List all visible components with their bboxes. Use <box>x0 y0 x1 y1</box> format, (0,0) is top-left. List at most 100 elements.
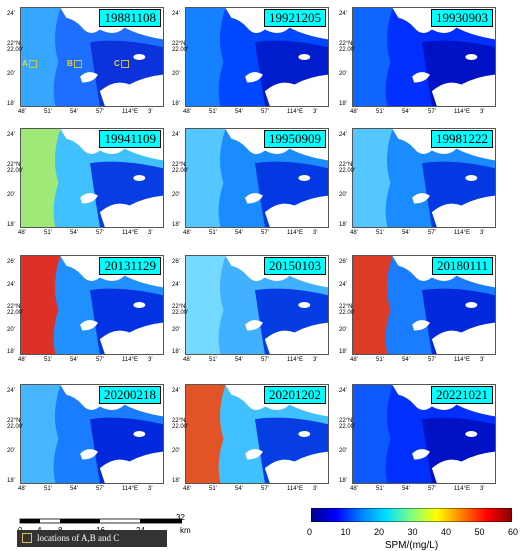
lon-tick: 54' <box>402 230 410 236</box>
lon-tick: 3' <box>148 230 153 236</box>
map-panel: 20131129 26' 24' 22°N 22.00' 20' 18' 48' 51' 54'… <box>7 253 165 363</box>
lat-tick: 22°N 22.00' <box>172 41 189 53</box>
lat-tick: 20' <box>172 192 180 198</box>
map-graphic <box>21 8 163 106</box>
lat-tick: 22°N 22.00' <box>7 418 24 430</box>
lon-tick: 114°E <box>454 486 470 492</box>
lon-tick: 114°E <box>122 230 138 236</box>
colorbar-tick-30: 30 <box>407 527 418 537</box>
lon-tick: 48' <box>350 230 358 236</box>
lon-tick: 54' <box>402 109 410 115</box>
lon-tick: 48' <box>183 230 191 236</box>
lon-tick: 51' <box>376 230 384 236</box>
lon-tick: 3' <box>148 486 153 492</box>
lon-tick: 114°E <box>287 230 303 236</box>
map-panel: 19981222 24' 22°N 22.00' 20' 18' 48' 51' 54' 57'… <box>339 126 497 236</box>
lat-tick: 24' <box>172 11 180 17</box>
lat-tick: 20' <box>7 448 15 454</box>
colorbar-tick-20: 20 <box>374 527 385 537</box>
lat-tick: 22°N 22.00' <box>339 162 356 174</box>
lat-tick: 20' <box>172 71 180 77</box>
lat-tick: 24' <box>7 11 15 17</box>
lon-tick: 57' <box>96 109 104 115</box>
lat-tick: 24' <box>339 11 347 17</box>
site-box-2 <box>121 60 129 68</box>
lat-tick: 24' <box>172 132 180 138</box>
date-label: 20131129 <box>99 257 161 275</box>
map-panel-grid: 19881108 24' 22°N 22.00' 20' 18' 48' 51' 54' 57'… <box>7 5 497 492</box>
map-panel: 20180111 26' 24' 22°N 22.00' 20' 18' 48' 51' 54'… <box>339 253 497 363</box>
lat-tick: 24' <box>7 132 15 138</box>
map-panel: 19941109 24' 22°N 22.00' 20' 18' 48' 51' 54' 57'… <box>7 126 165 236</box>
colorbar-label: SPM/(mg/L) <box>384 540 439 551</box>
lat-tick: 22°N 22.00' <box>339 418 356 430</box>
lon-tick: 51' <box>44 486 52 492</box>
lon-tick: 51' <box>44 230 52 236</box>
site-label: B <box>67 59 73 68</box>
lon-tick: 54' <box>402 486 410 492</box>
map-panel: 19921205 24' 22°N 22.00' 20' 18' 48' 51' 54' 57'… <box>172 5 330 115</box>
scale-tick-32: 32 <box>176 513 185 522</box>
lat-tick: 22°N 22.00' <box>7 41 24 53</box>
lon-tick: 48' <box>350 486 358 492</box>
date-label: 20221021 <box>431 386 493 404</box>
lon-tick: 114°E <box>287 357 303 363</box>
lon-tick: 3' <box>313 357 318 363</box>
colorbar-tick-0: 0 <box>307 527 313 537</box>
lon-tick: 3' <box>480 486 485 492</box>
colorbar-ticks: 0 10 20 30 40 50 60 <box>307 527 518 539</box>
lon-tick: 3' <box>480 357 485 363</box>
lon-tick: 3' <box>480 109 485 115</box>
lon-tick: 51' <box>44 109 52 115</box>
lat-tick: 20' <box>339 71 347 77</box>
lat-tick: 24' <box>7 281 15 288</box>
lon-tick: 48' <box>18 109 26 115</box>
lon-tick: 114°E <box>454 109 470 115</box>
lon-tick: 114°E <box>287 109 303 115</box>
date-label: 20180111 <box>431 257 493 275</box>
lat-tick: 18' <box>172 478 180 484</box>
lat-tick: 22°N 22.00' <box>172 418 189 430</box>
lon-tick: 54' <box>235 230 243 236</box>
lon-tick: 114°E <box>122 357 138 363</box>
lon-tick: 48' <box>18 486 26 492</box>
lat-tick: 18' <box>7 478 15 484</box>
lon-tick: 48' <box>18 230 26 236</box>
lat-tick: 20' <box>172 448 180 454</box>
colorbar-tick-10: 10 <box>340 527 351 537</box>
lat-tick: 24' <box>172 281 180 288</box>
lat-tick: 24' <box>7 388 15 394</box>
lon-tick: 57' <box>96 230 104 236</box>
lon-tick: 51' <box>209 109 217 115</box>
lon-tick: 48' <box>183 109 191 115</box>
map-panel: 20221021 24' 22°N 22.00' 20' 18' 48' 51' 54' 57'… <box>339 382 497 492</box>
lon-tick: 54' <box>70 486 78 492</box>
lon-tick: 54' <box>402 357 410 363</box>
lat-tick: 20' <box>172 326 180 333</box>
lon-tick: 51' <box>209 357 217 363</box>
sites-legend: locations of A,B and C <box>17 530 167 547</box>
spm-map <box>20 7 164 107</box>
lon-tick: 3' <box>313 486 318 492</box>
lat-tick: 22°N 22.00' <box>339 304 356 316</box>
lat-tick: 22°N 22.00' <box>7 304 24 316</box>
lon-tick: 54' <box>235 486 243 492</box>
lat-tick: 18' <box>172 349 180 355</box>
lon-tick: 54' <box>235 357 243 363</box>
lon-tick: 57' <box>261 230 269 236</box>
lon-tick: 48' <box>18 357 26 363</box>
lon-tick: 54' <box>70 357 78 363</box>
lat-tick: 26' <box>172 259 180 265</box>
lat-tick: 24' <box>339 132 347 138</box>
spm-map <box>185 255 329 355</box>
site-box-1 <box>74 60 82 68</box>
date-label: 19981222 <box>431 130 493 148</box>
lon-tick: 51' <box>376 357 384 363</box>
lat-tick: 18' <box>339 101 347 107</box>
lon-tick: 57' <box>428 357 436 363</box>
map-graphic <box>186 256 328 354</box>
site-label: A <box>22 59 28 68</box>
date-label: 20200218 <box>99 386 161 404</box>
lat-tick: 18' <box>339 349 347 355</box>
legend-box-icon <box>22 533 32 543</box>
